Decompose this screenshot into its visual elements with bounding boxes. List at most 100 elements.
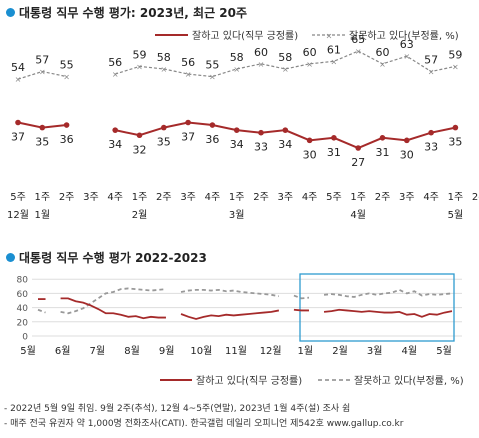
negative-point: ×: [63, 73, 70, 82]
x-tick-week: 2주: [59, 192, 75, 203]
x-tick-week: 4주: [107, 192, 123, 203]
negative-point: ×: [282, 65, 289, 74]
positive-point: [209, 122, 216, 128]
negative-data-label: 56: [181, 56, 195, 69]
negative-series-line: [293, 294, 310, 300]
legend-label-positive: 잘하고 있다(직무 긍정률): [196, 374, 302, 387]
negative-data-label: 59: [133, 48, 147, 61]
x-month-label: 8월: [124, 345, 140, 357]
positive-data-label: 36: [60, 133, 74, 146]
positive-data-label: 30: [400, 148, 414, 161]
positive-point: [452, 124, 459, 131]
negative-point: ×: [258, 60, 265, 69]
negative-data-label: 60: [376, 46, 390, 59]
x-tick-month: 3월: [229, 209, 245, 221]
negative-data-label: 59: [448, 48, 462, 61]
bullet-dot-icon: [6, 8, 15, 17]
negative-point: ×: [379, 60, 386, 69]
positive-point: [379, 135, 386, 141]
positive-data-label: 35: [35, 136, 49, 149]
positive-point: [136, 132, 143, 139]
positive-series-line: [323, 308, 453, 318]
x-tick-week: 5주: [10, 192, 26, 203]
x-month-label: 5월: [436, 345, 452, 357]
negative-data-label: 58: [157, 51, 171, 64]
positive-series-line: [293, 308, 309, 312]
positive-point: [428, 129, 434, 136]
x-tick-month: 2월: [132, 209, 148, 221]
positive-point: [306, 137, 313, 144]
footnotes: - 2022년 5월 9일 취임. 9월 2주(추석), 12월 4~5주(연말…: [4, 402, 403, 432]
positive-data-label: 30: [303, 148, 317, 161]
x-month-label: 3월: [367, 345, 383, 357]
negative-series-line: [37, 308, 46, 314]
legend-label-positive: 잘하고 있다(직무 긍정률): [192, 29, 298, 42]
x-tick-month: 5월: [448, 209, 464, 221]
negative-data-label: 57: [35, 54, 49, 67]
x-tick-week: 3주: [278, 192, 294, 203]
x-tick-week: 1주: [229, 192, 245, 203]
positive-data-label: 31: [376, 146, 390, 159]
x-month-label: 2월: [332, 345, 348, 357]
negative-point: ×: [185, 70, 192, 79]
x-tick-week: 1주: [35, 192, 51, 203]
positive-point: [282, 127, 289, 133]
negative-data-label: 60: [303, 46, 317, 59]
negative-series-line: [323, 288, 453, 298]
x-month-label: 9월: [159, 345, 175, 357]
y-tick-label: 20: [17, 318, 29, 328]
x-tick-week: 4주: [302, 192, 318, 203]
x-month-label: 11월: [225, 345, 247, 357]
chart1-title-text: 대통령 직무 수행 평가: 2023년, 최근 20주: [19, 6, 248, 20]
x-tick-week: 1주: [132, 192, 148, 203]
negative-data-label: 63: [400, 38, 414, 51]
negative-series-line: [180, 288, 280, 298]
positive-point: [331, 135, 337, 141]
x-tick-week: 2주: [375, 192, 391, 203]
negative-point: ×: [428, 68, 435, 77]
footnote-2: - 매주 전국 유권자 약 1,000명 전화조사(CATI). 한국갤럽 데일…: [4, 419, 404, 429]
chart1-svg: 잘하고 있다(직무 긍정률) × 잘못하고 있다(부정률, %)×54 ×57×55×…: [7, 29, 479, 221]
positive-point: [112, 127, 118, 133]
negative-point: ×: [403, 52, 410, 61]
x-tick-week: 2주: [472, 192, 479, 203]
x-month-label: 4월: [402, 345, 418, 357]
positive-point: [404, 137, 410, 144]
x-tick-week: 1주: [448, 192, 464, 203]
negative-point: ×: [355, 47, 362, 56]
positive-data-label: 27: [351, 156, 365, 169]
x-month-label: 7월: [90, 345, 106, 357]
x-tick-week: 2주: [156, 192, 172, 203]
highlight-box: [299, 273, 455, 342]
negative-point: ×: [306, 60, 313, 69]
negative-data-label: 56: [108, 56, 122, 69]
negative-point: ×: [331, 57, 338, 66]
chart2-title: 대통령 직무 수행 평가 2022-2023: [6, 249, 207, 266]
x-tick-week: 1주: [350, 192, 366, 203]
positive-data-label: 33: [254, 141, 268, 154]
y-tick-label: 60: [17, 290, 29, 300]
positive-point: [185, 119, 191, 126]
positive-point: [233, 127, 240, 133]
legend-label-negative: 잘못하고 있다(부정률, %): [354, 374, 464, 387]
negative-point: ×: [452, 62, 459, 71]
negative-point: ×: [39, 68, 46, 77]
negative-data-label: 65: [351, 33, 365, 46]
y-tick-label: 40: [17, 304, 29, 314]
positive-data-label: 33: [424, 141, 438, 154]
x-tick-month: 4월: [350, 209, 366, 221]
negative-series-line: [17, 70, 67, 80]
positive-data-label: 34: [230, 138, 244, 151]
x-tick-week: 5주: [326, 192, 342, 203]
legend-label-negative: 잘못하고 있다(부정률, %): [349, 29, 459, 42]
negative-data-label: 54: [11, 61, 25, 74]
negative-point: ×: [160, 65, 167, 74]
positive-data-label: 37: [11, 131, 25, 144]
x-tick-month: 12월: [7, 209, 29, 221]
negative-point: ×: [15, 75, 22, 84]
x-month-label: 1월: [298, 345, 314, 357]
positive-point: [39, 124, 46, 131]
y-tick-label: 80: [17, 276, 29, 286]
bullet-dot-icon: [6, 253, 15, 262]
x-tick-week: 2주: [253, 192, 269, 203]
